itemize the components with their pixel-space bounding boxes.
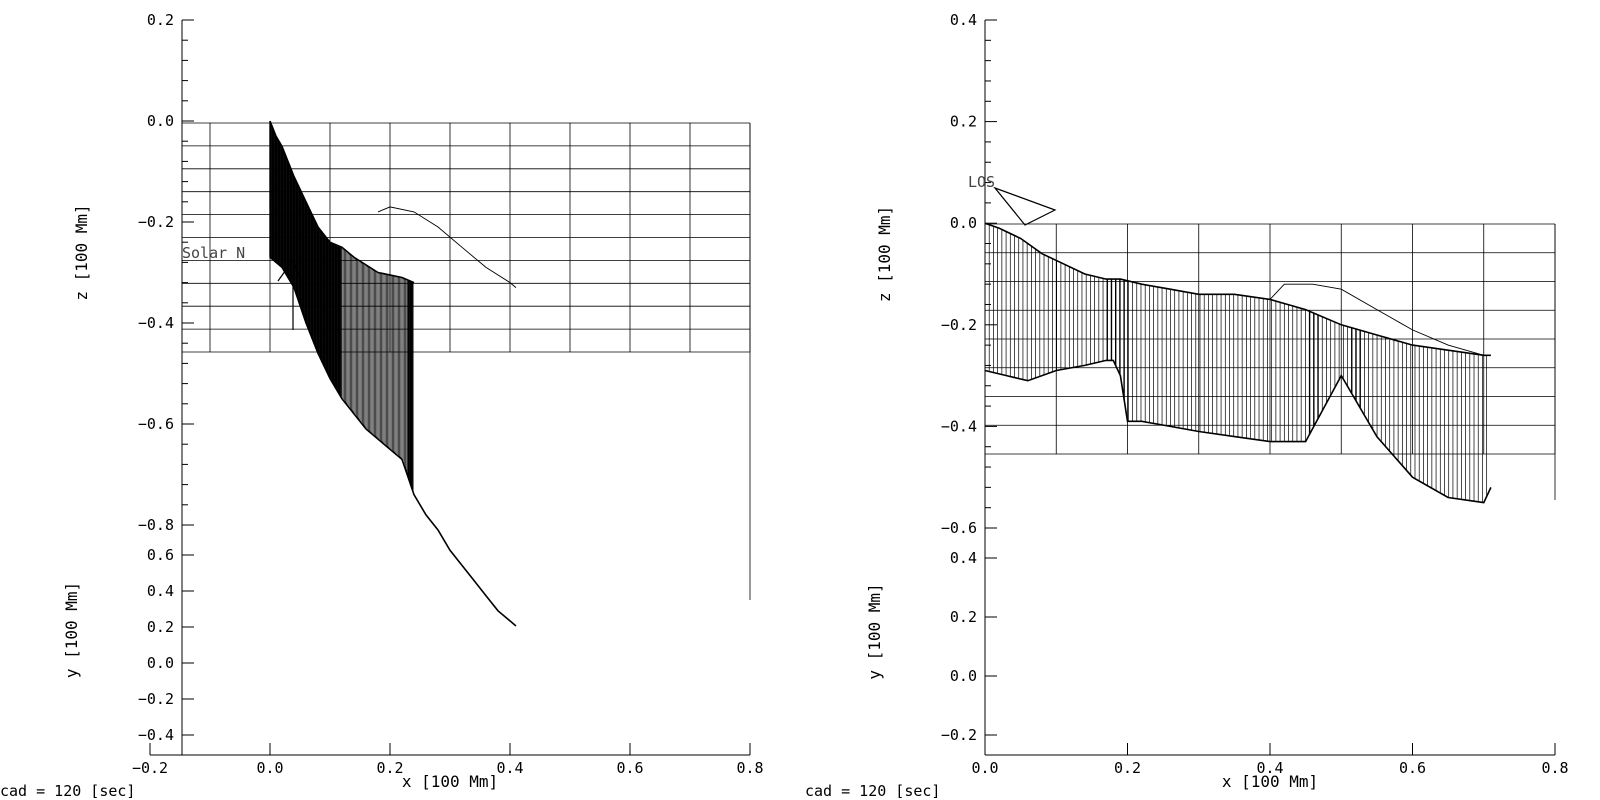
z-tick-label: 0.4 <box>950 11 977 29</box>
z-axis-label: z [100 Mm] <box>875 206 894 302</box>
los-label: LOS <box>968 173 995 191</box>
right-panel: 0.4 0.2 0.0 −0.2 −0.4 −0.6 0.4 0.2 0.0 −0.2 0.0 0.2… <box>805 11 1569 800</box>
z-axis-label: z [100 Mm] <box>72 204 91 300</box>
x-axis-label: x [100 Mm] <box>1222 772 1318 791</box>
cadence-label: cad = 120 [sec] <box>805 782 940 800</box>
left-panel: 0.2 0.0 −0.2 −0.4 −0.6 −0.8 0.6 0.4 0.2 0.0 −0.2 −0… <box>0 11 764 800</box>
y-tick-label: −0.2 <box>138 690 174 708</box>
series-line <box>377 206 517 288</box>
x-axis-label: x [100 Mm] <box>402 772 498 791</box>
y-tick-label: 0.0 <box>950 667 977 685</box>
x-tick-label: 0.0 <box>971 759 998 777</box>
x-tick-label: −0.2 <box>132 759 168 777</box>
cadence-label: cad = 120 [sec] <box>0 782 135 800</box>
x-tick-label: 0.4 <box>1256 759 1283 777</box>
y-tick-label: 0.2 <box>950 608 977 626</box>
z-tick-label: 0.2 <box>950 113 977 131</box>
x-tick-label: 0.6 <box>1399 759 1426 777</box>
z-tick-label: −0.4 <box>138 314 174 332</box>
y-tick-label: −0.4 <box>138 726 174 744</box>
z-tick-label: −0.2 <box>138 213 174 231</box>
y-tick-label: 0.6 <box>147 546 174 564</box>
y-tick-label: 0.2 <box>147 618 174 636</box>
x-tick-label: 0.4 <box>496 759 523 777</box>
series-line <box>1269 283 1484 356</box>
x-tick-label: 0.8 <box>1541 759 1568 777</box>
x-tick-label: 0.2 <box>376 759 403 777</box>
x-tick-label: 0.6 <box>616 759 643 777</box>
y-axis-label: y [100 Mm] <box>865 583 884 679</box>
z-tick-label: 0.2 <box>147 11 174 29</box>
x-tick-label: 0.0 <box>256 759 283 777</box>
los-arrow <box>993 186 1057 226</box>
z-tick-label: −0.8 <box>138 516 174 534</box>
z-tick-label: −0.6 <box>138 415 174 433</box>
z-tick-label: 0.0 <box>147 112 174 130</box>
solar-north-label: Solar N <box>182 244 245 262</box>
y-tick-label: −0.2 <box>941 726 977 744</box>
y-tick-label: 0.0 <box>147 654 174 672</box>
y-tick-label: 0.4 <box>950 549 977 567</box>
z-tick-label: −0.2 <box>941 316 977 334</box>
z-tick-label: −0.4 <box>941 417 977 435</box>
y-axis-label: y [100 Mm] <box>62 582 81 678</box>
x-tick-label: 0.2 <box>1114 759 1141 777</box>
solar-north-arrow <box>277 258 301 330</box>
z-tick-label: 0.0 <box>950 214 977 232</box>
series-line <box>984 222 1491 357</box>
z-tick-label: −0.6 <box>941 519 977 537</box>
y-tick-label: 0.4 <box>147 582 174 600</box>
x-tick-label: 0.8 <box>736 759 763 777</box>
